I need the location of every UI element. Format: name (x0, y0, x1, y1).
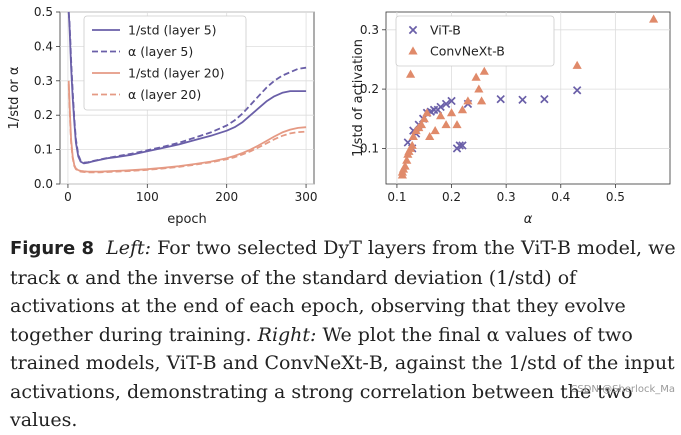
watermark: CSDN @Sherlock_Ma (570, 384, 675, 395)
scatter-point-vit-b (518, 95, 527, 104)
left-y-label: 1/std or α (7, 67, 22, 130)
y-tick-label: 0.3 (34, 74, 53, 88)
legend-label-layer-20: α (layer 20) (128, 87, 201, 102)
scatter-point-convnext-b (436, 111, 446, 120)
scatter-point-vit-b (441, 99, 451, 109)
scatter-point-vit-b (455, 141, 464, 150)
y-tick-label: 0.4 (34, 39, 53, 53)
caption-figure-label: Figure 8 (10, 238, 95, 259)
x-tick-label: 0.5 (606, 190, 625, 204)
y-tick-label: 0.1 (360, 141, 379, 155)
x-tick-label: 200 (215, 190, 238, 204)
scatter-point-convnext-b (430, 126, 440, 135)
x-tick-label: 300 (295, 190, 318, 204)
y-tick-label: 0.2 (360, 82, 379, 96)
left-line-chart: 0 100 200 300 0.0 0.1 0.2 0.3 0.4 0.5 1/std (laye… (7, 5, 318, 227)
x-tick-label: 100 (136, 190, 159, 204)
left-legend-box (83, 15, 247, 111)
right-series (397, 14, 659, 179)
scatter-point-vit-b (540, 94, 549, 104)
left-legend: 1/std (layer 5) α (layer 5) 1/std (layer 2… (83, 15, 247, 111)
y-tick-label: 0.1 (34, 143, 53, 157)
caption-right-label: Right: (257, 323, 317, 346)
series-line-layer-5 (67, 11, 307, 164)
scatter-point-convnext-b (452, 120, 462, 129)
right-legend: ViT-B ConvNeXt-B (395, 15, 555, 67)
right-scatter-chart: 0.1 0.2 0.3 0.4 0.5 0.1 0.2 0.3 ViT-B ConvNeXt-B… (351, 11, 671, 227)
right-legend-box (395, 15, 555, 67)
scatter-point-convnext-b (400, 161, 410, 170)
scatter-point-convnext-b (408, 131, 418, 141)
scatter-point-convnext-b (405, 69, 416, 78)
scatter-point-convnext-b (476, 96, 487, 105)
scatter-point-convnext-b (419, 114, 429, 123)
x-tick-label: 0.2 (442, 190, 461, 204)
scatter-point-convnext-b (441, 120, 451, 129)
scatter-point-convnext-b (471, 72, 481, 81)
scatter-point-vit-b (572, 86, 582, 95)
right-ticks: 0.1 0.2 0.3 0.4 0.5 0.1 0.2 0.3 (360, 23, 625, 204)
scatter-point-convnext-b (416, 120, 427, 129)
scatter-point-convnext-b (425, 131, 435, 141)
legend-marker-convnext-b (408, 46, 418, 55)
right-y-label: 1/std of activation (351, 39, 366, 157)
scatter-point-convnext-b (649, 14, 659, 23)
series-line-layer-20 (67, 84, 307, 174)
legend-label-1-std-layer-20: 1/std (layer 20) (128, 66, 224, 81)
legend-label-1-std-layer-5: 1/std (layer 5) (128, 23, 217, 38)
figure: 0 100 200 300 0.0 0.1 0.2 0.3 0.4 0.5 1/std (laye… (7, 5, 671, 227)
x-tick-label: 0.4 (551, 190, 570, 204)
scatter-point-convnext-b (446, 108, 457, 117)
x-tick-label: 0.1 (387, 190, 406, 204)
legend-marker-vit-b (408, 25, 418, 35)
scatter-point-convnext-b (422, 108, 432, 117)
y-tick-label: 0.0 (34, 177, 53, 191)
y-tick-label: 0.2 (34, 108, 53, 122)
scatter-point-convnext-b (474, 84, 484, 93)
scatter-point-convnext-b (479, 66, 489, 75)
legend-label-layer-5: α (layer 5) (128, 44, 193, 59)
y-tick-label: 0.5 (34, 5, 53, 19)
scatter-point-vit-b (458, 141, 467, 150)
caption-left-label: Left: (106, 237, 152, 259)
caption-text-left: For two selected DyT layers from the ViT… (10, 237, 676, 346)
scatter-point-convnext-b (463, 96, 473, 105)
x-tick-label: 0.3 (497, 190, 516, 204)
left-x-label: epoch (167, 212, 207, 227)
scatter-point-vit-b (496, 94, 505, 104)
scatter-point-vit-b (447, 96, 456, 106)
right-x-label: α (524, 212, 533, 227)
caption-text-right: We plot the final α values of two traine… (10, 323, 675, 432)
x-tick-label: 0 (64, 190, 72, 204)
scatter-point-convnext-b (457, 105, 468, 114)
legend-label-vit-b: ViT-B (430, 23, 461, 38)
figure-caption: Figure 8 Left: For two selected DyT laye… (10, 234, 676, 435)
scatter-point-convnext-b (402, 155, 412, 164)
y-tick-label: 0.3 (360, 23, 379, 37)
legend-label-convnext-b: ConvNeXt-B (430, 44, 505, 59)
scatter-point-convnext-b (572, 60, 582, 69)
left-ticks: 0 100 200 300 0.0 0.1 0.2 0.3 0.4 0.5 (34, 5, 318, 204)
scatter-point-convnext-b (407, 140, 417, 149)
left-series (67, 11, 307, 174)
